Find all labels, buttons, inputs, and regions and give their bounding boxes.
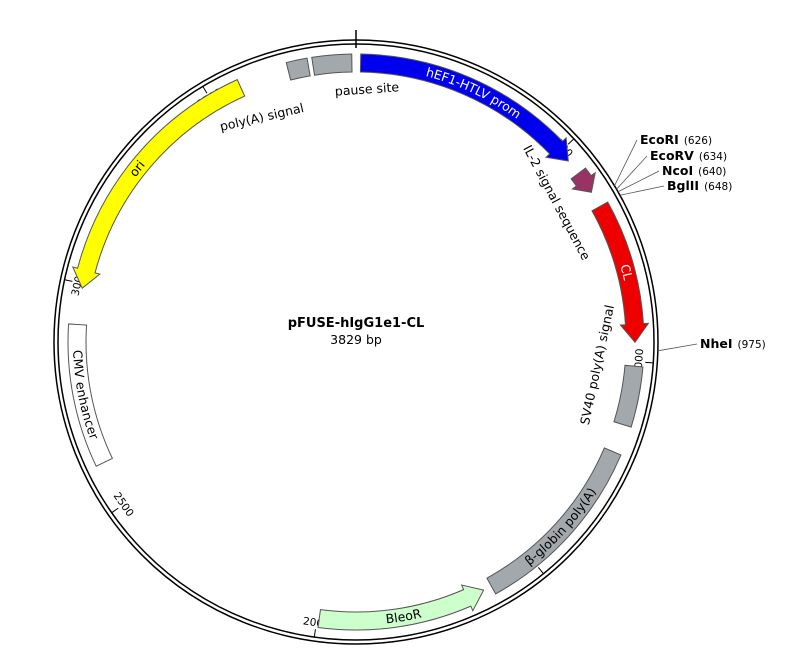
feature bbox=[67, 323, 114, 467]
feature bbox=[71, 78, 246, 289]
site-line bbox=[657, 343, 698, 352]
feature-label: pause site bbox=[334, 79, 399, 98]
tick-mark bbox=[645, 361, 654, 364]
feature bbox=[317, 584, 485, 631]
feature-label-group: BleoR bbox=[385, 605, 423, 626]
plasmid-name: pFUSE-hIgG1e1-CL bbox=[288, 316, 425, 331]
feature-label-group: β-globin poly(A) bbox=[521, 484, 598, 567]
feature-label: SV40 poly(A) signal bbox=[577, 304, 617, 427]
site-label: EcoRV (634) bbox=[650, 148, 727, 163]
feature bbox=[486, 447, 622, 595]
site-label: NcoI (640) bbox=[662, 163, 726, 178]
tick-mark bbox=[202, 86, 208, 94]
feature-label: CL bbox=[618, 262, 636, 281]
site-name: EcoRV bbox=[650, 148, 694, 163]
feature-label: hEF1-HTLV prom bbox=[425, 64, 525, 121]
site-line bbox=[617, 170, 660, 193]
site-line bbox=[616, 155, 648, 190]
feature-label: IL-2 signal sequence bbox=[520, 142, 594, 262]
feature-label: BleoR bbox=[385, 605, 423, 626]
site-line bbox=[619, 185, 665, 196]
feature bbox=[311, 53, 353, 76]
site-name: NheI bbox=[700, 336, 733, 351]
tick-mark bbox=[538, 567, 544, 574]
site-name: NcoI bbox=[662, 163, 693, 178]
site-position: (975) bbox=[738, 339, 766, 351]
feature bbox=[570, 167, 596, 193]
feature-label: poly(A) signal bbox=[218, 100, 305, 134]
feature-label-group: CL bbox=[618, 262, 636, 281]
site-position: (626) bbox=[684, 135, 712, 147]
site-position: (634) bbox=[699, 151, 727, 163]
feature bbox=[285, 57, 311, 81]
tick-label: 2500 bbox=[111, 490, 136, 519]
tick-mark bbox=[567, 138, 575, 145]
site-name: EcoRI bbox=[640, 132, 679, 147]
feature-label-group: hEF1-HTLV prom bbox=[425, 64, 525, 121]
site-label: NheI (975) bbox=[700, 336, 766, 351]
site-name: BglII bbox=[667, 178, 699, 193]
feature bbox=[591, 201, 650, 344]
tick-mark bbox=[64, 279, 73, 282]
site-label: EcoRI (626) bbox=[640, 132, 712, 147]
site-line bbox=[614, 139, 638, 186]
feature bbox=[613, 364, 644, 428]
feature-label: β-globin poly(A) bbox=[521, 484, 598, 567]
site-position: (640) bbox=[698, 166, 726, 178]
tick-mark bbox=[111, 507, 119, 514]
plasmid-size: 3829 bp bbox=[330, 332, 382, 347]
feature bbox=[359, 53, 569, 162]
tick-mark bbox=[313, 629, 316, 638]
site-label: BglII (648) bbox=[667, 178, 732, 193]
site-position: (648) bbox=[704, 181, 732, 193]
